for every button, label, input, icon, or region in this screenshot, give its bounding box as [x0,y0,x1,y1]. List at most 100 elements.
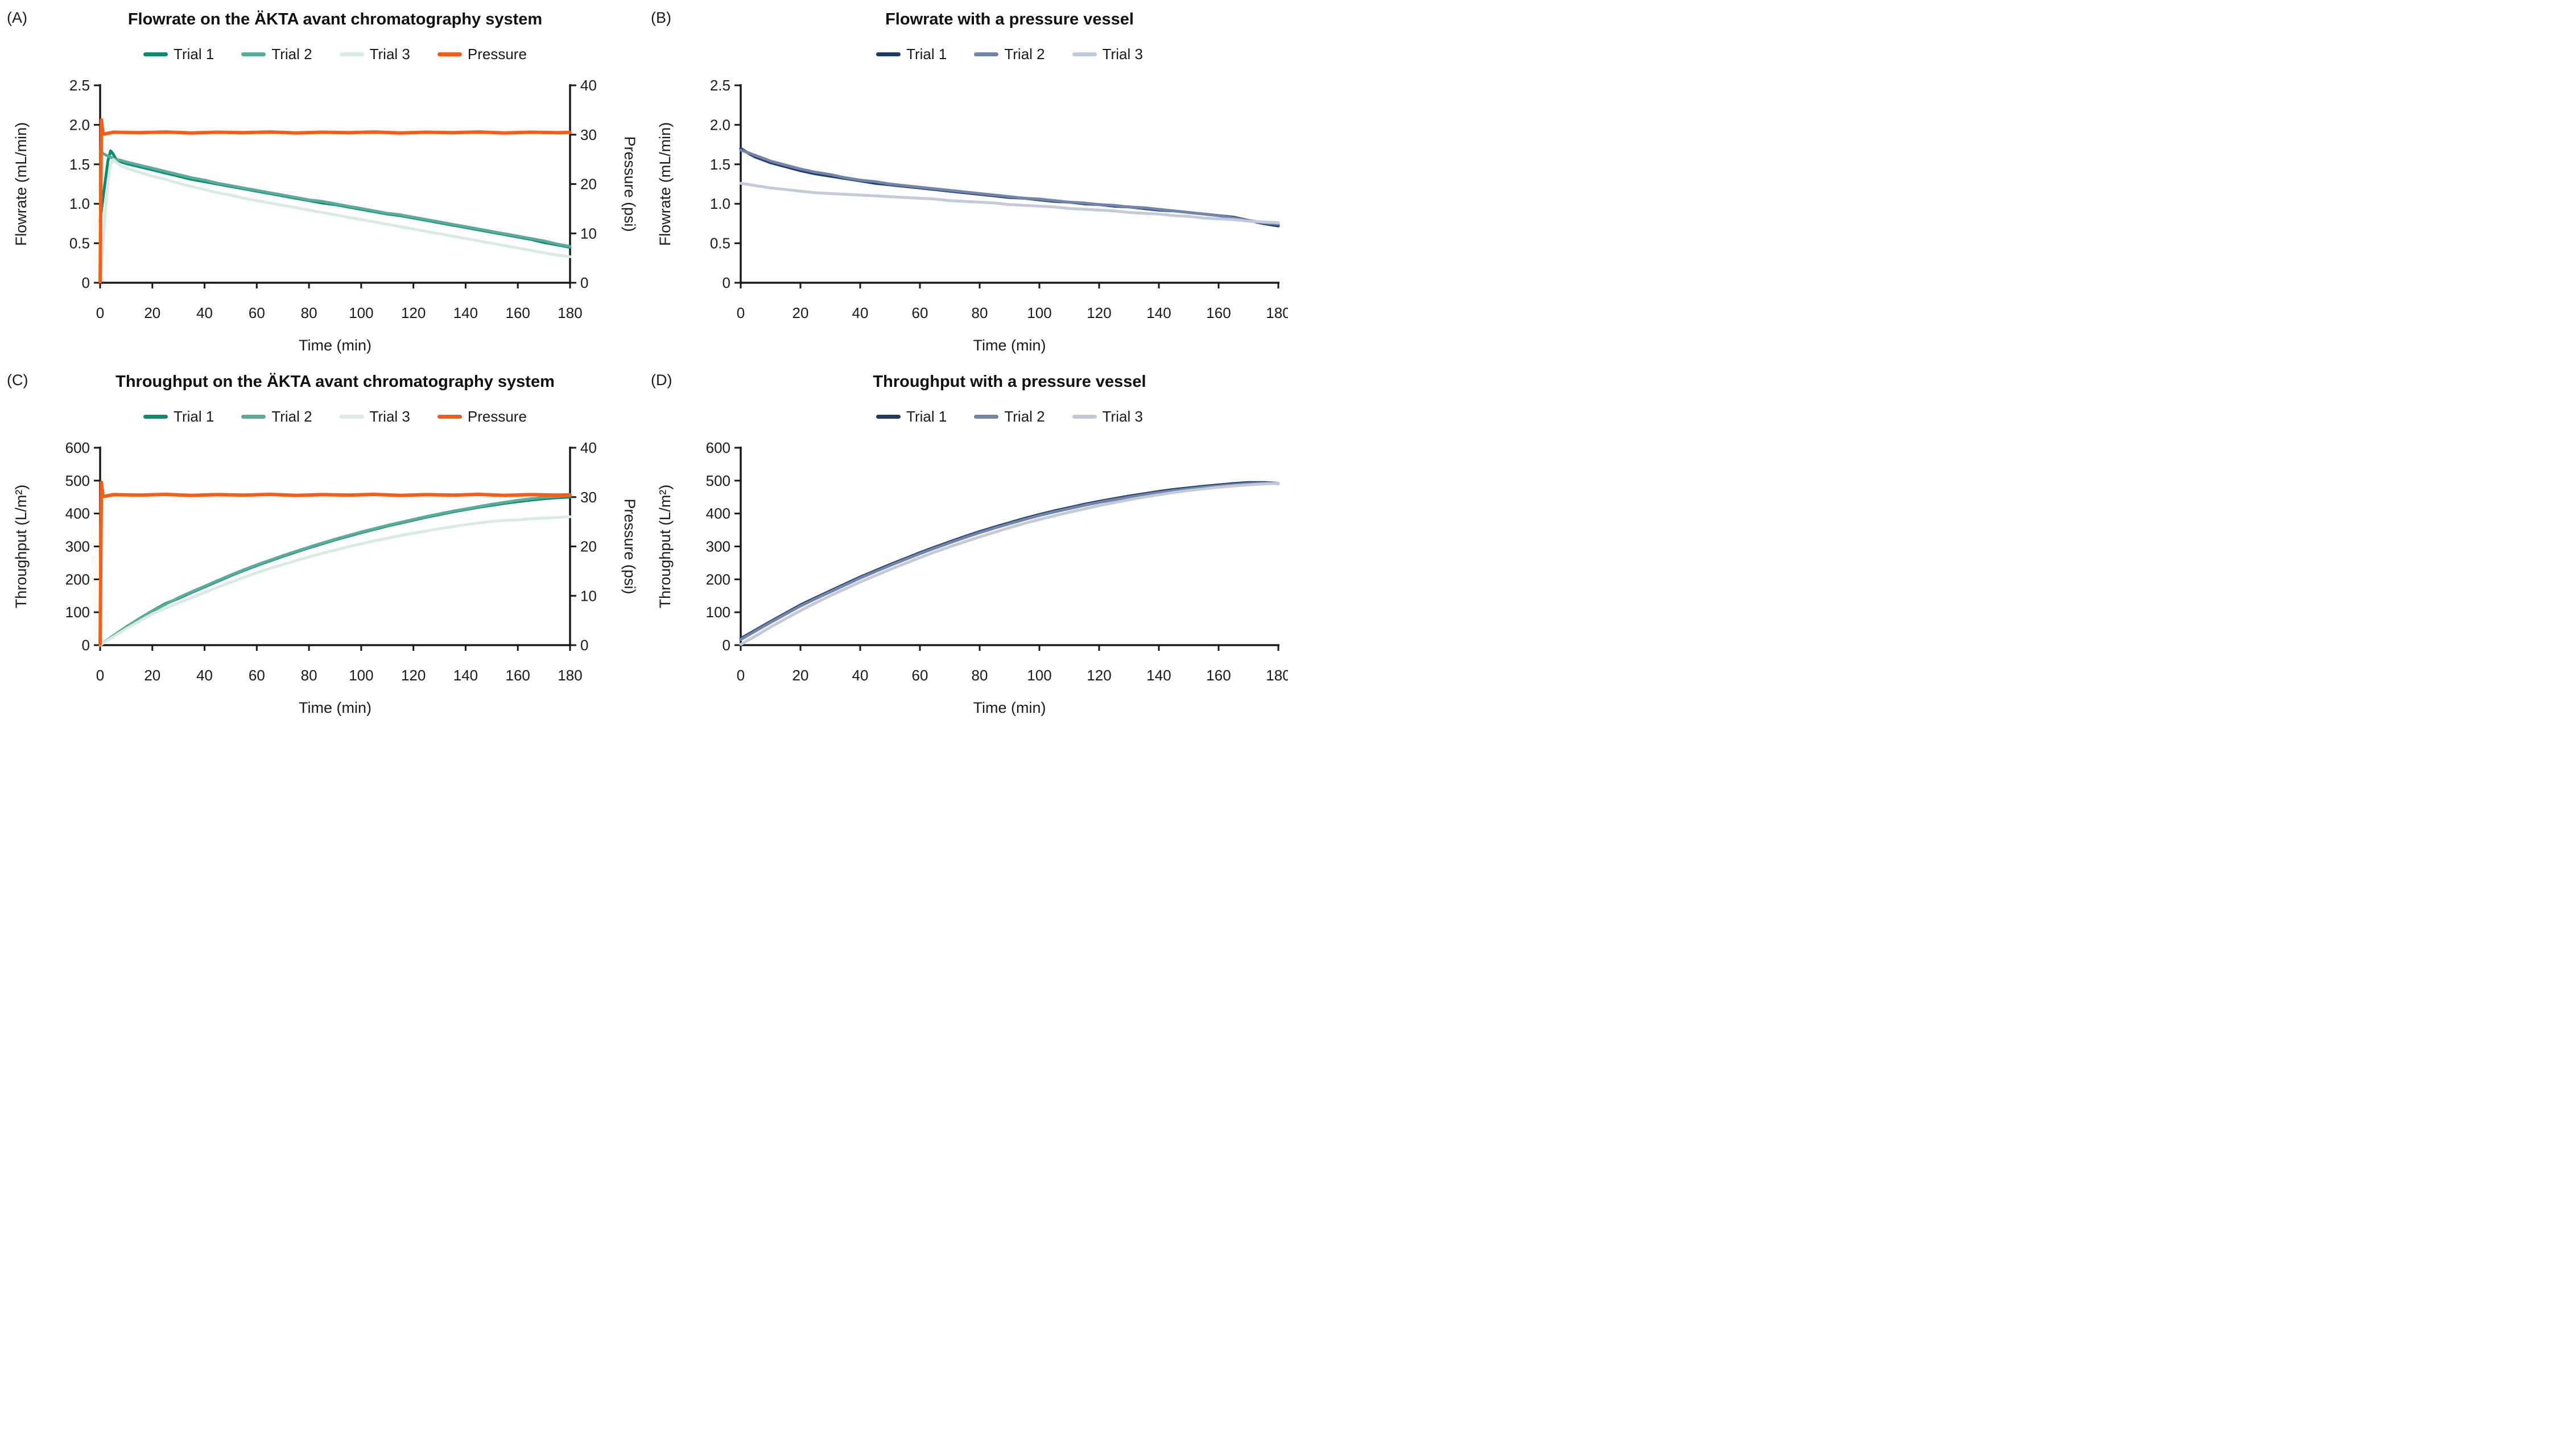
legend-item-trial-1: Trial 1 [876,46,947,63]
legend-swatch [241,52,266,56]
panel-label-d: (D) [651,371,672,389]
panel-label-c: (C) [7,371,28,389]
axes: 0 20 40 60 80 100 120 140 160 1800100200300400500… [65,439,597,684]
x-tick-label: 100 [1027,304,1051,321]
panel-c-legend: Trial 1 Trial 2 Trial 3 Pressure [100,408,570,426]
panel-c: (C) Throughput on the ÄKTA avant chromat… [0,362,644,725]
legend-item-trial-1: Trial 1 [143,408,214,426]
y-tick-label: 0 [82,274,90,291]
y-axis-label: Flowrate (mL/min) [657,122,674,246]
panel-a-plot: 0 20 40 60 80 100 120 140 160 18000.51.01.52.02.5… [13,77,638,354]
x-tick-label: 0 [737,304,745,321]
x-tick-label: 80 [972,667,988,684]
x-tick-label: 20 [144,667,160,684]
legend-swatch [1072,415,1097,419]
y-tick-label: 400 [706,505,730,522]
legend-label: Trial 3 [369,408,410,425]
panel-c-plot: 0 20 40 60 80 100 120 140 160 1800100200300400500… [13,439,638,716]
y-tick-label: 1.0 [69,195,90,212]
legend-item-trial-3: Trial 3 [339,408,410,426]
legend-swatch [1072,52,1097,56]
y2-tick-label: 10 [580,225,597,242]
legend-label: Trial 2 [271,46,312,63]
series-pressure [98,480,572,646]
y2-tick-label: 30 [580,489,597,506]
panel-d-plot: 0 20 40 60 80 100 120 140 160 180 0 100 200 300 400 500… [657,439,1288,716]
y-tick-label: 2.5 [710,77,730,94]
x-tick-label: 120 [1087,304,1111,321]
legend-item-pressure: Pressure [437,408,527,426]
x-tick-label: 20 [792,304,809,321]
x-axis-label: Time (min) [299,337,371,354]
y-axis-label: Flowrate (mL/min) [13,122,30,246]
legend-item-trial-1: Trial 1 [143,46,214,63]
panel-b-title: Flowrate with a pressure vessel [885,10,1134,28]
x-tick-label: 40 [196,667,213,684]
y-tick-label: 500 [65,472,90,489]
y2-tick-label: 20 [580,176,597,193]
x-tick-label: 180 [558,304,582,321]
legend-label: Trial 1 [174,408,214,425]
panel-label-a: (A) [7,9,27,26]
x-tick-label: 180 [1266,667,1288,684]
x-tick-label: 0 [96,667,104,684]
x-tick-label: 180 [558,667,582,684]
legend-label: Trial 2 [271,408,312,425]
y-axis-label: Throughput (L/m²) [13,485,30,609]
legend-item-trial-3: Trial 3 [339,46,410,63]
legend-item-trial-3: Trial 3 [1072,46,1143,63]
legend-swatch [437,415,462,419]
y-tick-label: 2.0 [69,116,90,133]
legend-swatch [143,52,168,56]
x-axis-label: Time (min) [973,699,1046,716]
legend-label: Trial 2 [1004,46,1045,63]
x-tick-label: 120 [1087,667,1111,684]
x-tick-label: 140 [1146,304,1171,321]
x-axis-label: Time (min) [299,699,371,716]
series-trial-3 [739,181,1280,224]
panel-a: (A) Flowrate on the ÄKTA avant chromatog… [0,0,644,362]
y2-axis-label: Pressure (psi) [621,498,638,594]
y-tick-label: 0 [723,274,730,291]
x-tick-label: 140 [453,304,478,321]
y2-tick-label: 20 [580,538,597,555]
legend-item-trial-2: Trial 2 [974,46,1045,63]
axes: 0 20 40 60 80 100 120 140 160 1800100200300400500… [706,439,1288,684]
legend-label: Pressure [467,46,527,63]
legend-label: Trial 3 [1102,46,1143,63]
x-tick-label: 160 [1206,667,1231,684]
panel-d: (D) Throughput with a pressure vessel Tr… [644,362,1288,725]
legend-label: Trial 1 [906,408,947,425]
y-tick-label: 200 [65,571,90,588]
y-tick-label: 300 [65,538,90,555]
figure: (A) Flowrate on the ÄKTA avant chromatog… [0,0,1288,725]
x-tick-label: 20 [144,304,160,321]
legend-label: Trial 2 [1004,408,1045,425]
y2-tick-label: 0 [580,274,588,291]
x-tick-label: 40 [852,304,869,321]
x-tick-label: 100 [349,667,373,684]
legend-label: Trial 1 [174,46,214,63]
panel-b-legend: Trial 1 Trial 2 Trial 3 [741,46,1278,63]
x-tick-label: 80 [301,304,317,321]
y-tick-label: 2.5 [69,77,90,94]
series-trial-1 [739,481,1280,640]
x-tick-label: 100 [349,304,373,321]
y2-tick-label: 0 [580,637,588,654]
y-tick-label: 0 [723,637,730,654]
legend-swatch [974,415,999,419]
panel-b: (B) Flowrate with a pressure vessel Tria… [644,0,1288,362]
series-trial-1 [98,496,572,647]
y2-tick-label: 10 [580,587,597,604]
x-tick-label: 20 [792,667,809,684]
legend-label: Trial 3 [369,46,410,63]
x-tick-label: 120 [401,304,426,321]
series-trial-3 [98,515,572,647]
legend-label: Pressure [467,408,527,425]
legend-item-trial-2: Trial 2 [241,46,312,63]
legend-swatch [241,415,266,419]
legend-swatch [143,415,168,419]
x-tick-label: 100 [1027,667,1051,684]
legend-label: Trial 3 [1102,408,1143,425]
legend-label: Trial 1 [906,46,947,63]
